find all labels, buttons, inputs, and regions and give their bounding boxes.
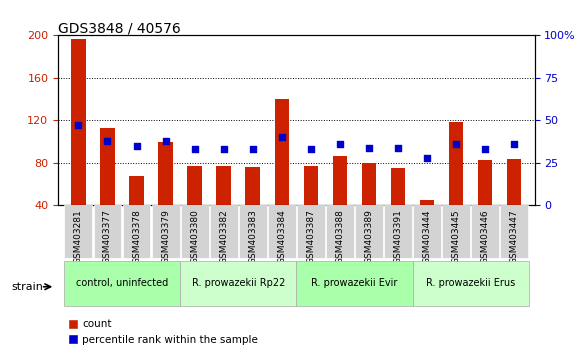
- Point: [132, 143, 141, 149]
- FancyBboxPatch shape: [413, 261, 529, 306]
- Point: [393, 145, 403, 150]
- FancyBboxPatch shape: [268, 205, 296, 258]
- Point: [480, 147, 490, 152]
- Text: GSM403383: GSM403383: [248, 210, 257, 264]
- Bar: [303, 166, 318, 248]
- FancyBboxPatch shape: [64, 261, 180, 306]
- Text: R. prowazekii Rp22: R. prowazekii Rp22: [192, 278, 285, 288]
- Text: GSM403447: GSM403447: [510, 210, 519, 264]
- Bar: [507, 159, 522, 248]
- Point: [74, 122, 83, 128]
- Text: GSM403382: GSM403382: [219, 210, 228, 264]
- Bar: [158, 142, 173, 248]
- FancyBboxPatch shape: [123, 205, 150, 258]
- FancyBboxPatch shape: [296, 261, 413, 306]
- Bar: [391, 168, 406, 248]
- Bar: [478, 160, 493, 248]
- Text: GSM403391: GSM403391: [393, 210, 403, 264]
- Text: GSM403379: GSM403379: [161, 210, 170, 264]
- Bar: [71, 39, 86, 248]
- Text: R. prowazekii Evir: R. prowazekii Evir: [311, 278, 397, 288]
- Point: [510, 141, 519, 147]
- FancyBboxPatch shape: [326, 205, 354, 258]
- Point: [219, 147, 228, 152]
- Bar: [100, 128, 115, 248]
- Bar: [130, 176, 144, 248]
- FancyBboxPatch shape: [442, 205, 470, 258]
- Point: [364, 145, 374, 150]
- Text: GSM403387: GSM403387: [306, 210, 315, 264]
- Text: GDS3848 / 40576: GDS3848 / 40576: [58, 21, 181, 35]
- Text: R. prowazekii Erus: R. prowazekii Erus: [426, 278, 515, 288]
- Text: GSM403377: GSM403377: [103, 210, 112, 264]
- Bar: [449, 122, 464, 248]
- Point: [306, 147, 315, 152]
- Point: [277, 135, 286, 140]
- Text: GSM403378: GSM403378: [132, 210, 141, 264]
- Point: [451, 141, 461, 147]
- Bar: [275, 99, 289, 248]
- Bar: [245, 167, 260, 248]
- Text: control, uninfected: control, uninfected: [76, 278, 168, 288]
- Text: GSM403445: GSM403445: [451, 210, 461, 264]
- Legend: count, percentile rank within the sample: count, percentile rank within the sample: [63, 315, 262, 349]
- Text: GSM403388: GSM403388: [335, 210, 345, 264]
- Text: GSM403384: GSM403384: [277, 210, 286, 264]
- Text: GSM403444: GSM403444: [422, 210, 432, 264]
- FancyBboxPatch shape: [181, 205, 209, 258]
- FancyBboxPatch shape: [152, 205, 180, 258]
- Point: [335, 141, 345, 147]
- FancyBboxPatch shape: [94, 205, 121, 258]
- FancyBboxPatch shape: [239, 205, 267, 258]
- FancyBboxPatch shape: [210, 205, 238, 258]
- Text: GSM403446: GSM403446: [480, 210, 490, 264]
- Bar: [420, 200, 435, 248]
- Point: [190, 147, 199, 152]
- Text: strain: strain: [12, 282, 44, 292]
- FancyBboxPatch shape: [413, 205, 441, 258]
- FancyBboxPatch shape: [297, 205, 325, 258]
- Text: GSM403380: GSM403380: [190, 210, 199, 264]
- Bar: [187, 166, 202, 248]
- FancyBboxPatch shape: [180, 261, 296, 306]
- FancyBboxPatch shape: [64, 205, 92, 258]
- Bar: [361, 163, 376, 248]
- Text: GSM403281: GSM403281: [74, 210, 83, 264]
- FancyBboxPatch shape: [471, 205, 499, 258]
- FancyBboxPatch shape: [500, 205, 528, 258]
- Point: [422, 155, 432, 161]
- Bar: [332, 156, 347, 248]
- Bar: [217, 166, 231, 248]
- Point: [103, 138, 112, 144]
- FancyBboxPatch shape: [355, 205, 383, 258]
- Point: [161, 138, 170, 144]
- FancyBboxPatch shape: [384, 205, 412, 258]
- Text: GSM403389: GSM403389: [364, 210, 374, 264]
- Point: [248, 147, 257, 152]
